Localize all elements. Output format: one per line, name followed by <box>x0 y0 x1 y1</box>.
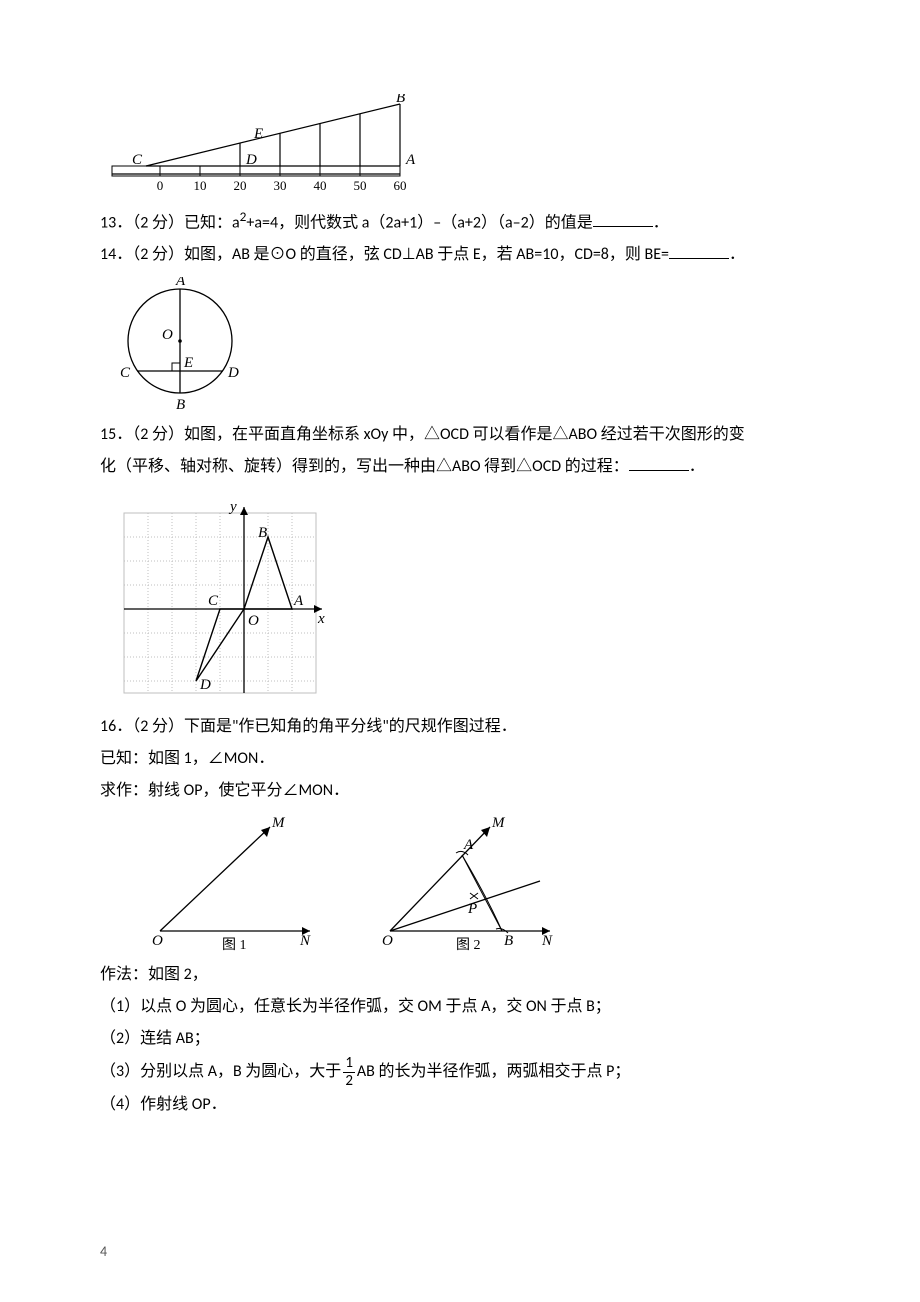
q15-blank <box>629 455 689 471</box>
ang2-A: A <box>463 837 474 853</box>
q13-text-1: 13．（2 分）已知：a <box>100 213 240 232</box>
circ-E: E <box>183 355 193 371</box>
frac-den: 2 <box>343 1073 355 1090</box>
question-13: 13．（2 分）已知：a2+a=4，则代数式 a（2a+1）–（a+2）（a–2… <box>100 204 820 239</box>
grid-x: x <box>317 611 325 627</box>
ang1-caption: 图 1 <box>222 938 247 953</box>
circ-O: O <box>162 327 173 343</box>
question-16-line1: 16．（2 分）下面是"作已知角的角平分线"的尺规作图过程． <box>100 711 820 743</box>
tick-40: 40 <box>314 178 327 193</box>
grid-C: C <box>208 593 219 609</box>
ang2-B: B <box>504 933 513 949</box>
tick-0: 0 <box>157 178 164 193</box>
figure-q15-grid: O A B C D x y <box>100 489 820 705</box>
fraction-half: 12 <box>343 1055 355 1089</box>
step-2: （2）连结 AB； <box>100 1023 820 1055</box>
figure-q12-ruler: 0 10 20 30 40 50 60 B A E D C <box>100 94 820 198</box>
label-A: A <box>405 152 416 168</box>
q13-suffix: ． <box>653 213 669 232</box>
tick-50: 50 <box>354 178 367 193</box>
q15-suffix: ． <box>689 457 705 476</box>
ang2-N: N <box>541 933 553 949</box>
ang2-O: O <box>382 933 393 949</box>
q13-blank <box>593 211 653 227</box>
page-number: 4 <box>100 1238 107 1266</box>
grid-D: D <box>199 677 211 693</box>
step-4: （4）作射线 OP． <box>100 1089 820 1121</box>
q14-suffix: ． <box>729 245 745 264</box>
circ-C: C <box>120 365 131 381</box>
step-3: （3）分别以点 A，B 为圆心，大于12AB 的长为半径作弧，两弧相交于点 P； <box>100 1055 820 1089</box>
steps-header: 作法：如图 2， <box>100 959 820 991</box>
q14-text: 14．（2 分）如图，AB 是⊙O 的直径，弦 CD⊥AB 于点 E，若 AB=… <box>100 245 669 264</box>
tick-10: 10 <box>194 178 207 193</box>
ang1-O: O <box>152 933 163 949</box>
figure-q16-angles: O M N 图 1 O M N A B P 图 2 <box>140 813 820 953</box>
label-B: B <box>396 94 405 106</box>
question-15-line1: 15．（2 分）如图，在平面直角坐标系 xOy 中，△OCD 可以看作是△ABO… <box>100 419 820 451</box>
step3-post: AB 的长为半径作弧，两弧相交于点 P； <box>357 1062 630 1081</box>
figure-q14-circle: A B C D O E <box>100 277 820 413</box>
q14-blank <box>669 243 729 259</box>
label-D: D <box>245 152 257 168</box>
grid-B: B <box>258 525 267 541</box>
step-1: （1）以点 O 为圆心，任意长为半径作弧，交 OM 于点 A，交 ON 于点 B… <box>100 991 820 1023</box>
ang1-N: N <box>299 933 311 949</box>
question-16-line3: 求作：射线 OP，使它平分∠MON． <box>100 775 820 807</box>
question-15-line2: 化（平移、轴对称、旋转）得到的，写出一种由△ABO 得到△OCD 的过程： ． <box>100 451 820 483</box>
circ-B: B <box>176 397 185 413</box>
q13-text-2: +a=4，则代数式 a（2a+1）–（a+2）（a–2）的值是 <box>246 213 592 232</box>
q15-text2: 化（平移、轴对称、旋转）得到的，写出一种由△ABO 得到△OCD 的过程： <box>100 457 629 476</box>
ang2-M: M <box>491 815 506 831</box>
ang2-caption: 图 2 <box>456 938 481 953</box>
ang2-P: P <box>467 901 477 917</box>
label-C: C <box>132 152 143 168</box>
question-16-line2: 已知：如图 1，∠MON． <box>100 743 820 775</box>
tick-60: 60 <box>394 178 407 193</box>
question-14: 14．（2 分）如图，AB 是⊙O 的直径，弦 CD⊥AB 于点 E，若 AB=… <box>100 239 820 271</box>
label-E: E <box>253 126 263 142</box>
grid-O: O <box>248 613 259 629</box>
grid-y: y <box>228 499 237 515</box>
circ-A: A <box>175 277 186 289</box>
step3-pre: （3）分别以点 A，B 为圆心，大于 <box>100 1062 341 1081</box>
ang1-M: M <box>271 815 286 831</box>
frac-num: 1 <box>343 1055 355 1073</box>
grid-A: A <box>293 593 304 609</box>
circ-D: D <box>227 365 239 381</box>
tick-20: 20 <box>234 178 247 193</box>
tick-30: 30 <box>274 178 287 193</box>
